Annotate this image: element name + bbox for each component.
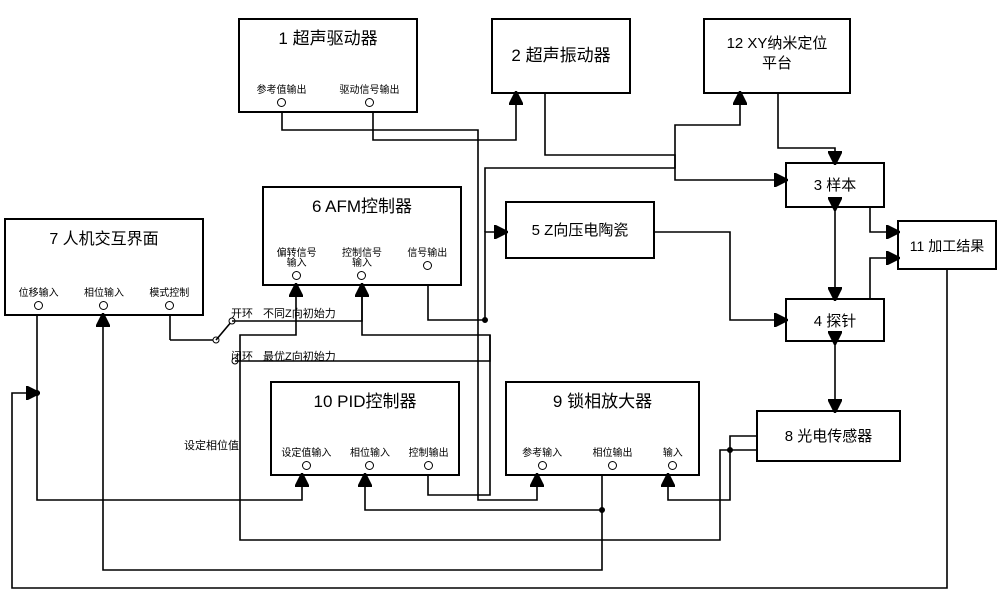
box-afm-controller: 6 AFM控制器 偏转信号 输入 控制信号 输入 信号输出: [262, 186, 462, 286]
title: 11 加工结果: [899, 237, 995, 255]
label-set-phase: 设定相位值: [184, 437, 239, 453]
title: 6 AFM控制器: [264, 196, 460, 218]
label-opt-z: 最优Z向初始力: [263, 348, 336, 364]
title: 3 样本: [787, 176, 883, 196]
title: 9 锁相放大器: [507, 391, 698, 413]
box-hmi: 7 人机交互界面 位移输入 相位输入 模式控制: [4, 218, 204, 316]
title: 12 XY纳米定位 平台: [705, 34, 849, 73]
title: 2 超声振动器: [493, 45, 629, 67]
title: 8 光电传感器: [758, 427, 899, 447]
box-xy-stage: 12 XY纳米定位 平台: [703, 18, 851, 94]
box-ultrasonic-driver: 1 超声驱动器 参考值输出 驱动信号输出: [238, 18, 418, 113]
title: 1 超声驱动器: [240, 28, 416, 50]
port: 相位输出: [592, 449, 632, 470]
port: 相位输入: [350, 449, 390, 470]
ports: 参考输入 相位输出 输入: [507, 449, 698, 470]
port: 相位输入: [84, 289, 124, 310]
box-probe: 4 探针: [785, 298, 885, 342]
box-sample: 3 样本: [785, 162, 885, 208]
box-result: 11 加工结果: [897, 220, 997, 270]
port: 设定值输入: [281, 449, 331, 470]
ports: 偏转信号 输入 控制信号 输入 信号输出: [264, 249, 460, 280]
box-lockin: 9 锁相放大器 参考输入 相位输出 输入: [505, 381, 700, 476]
box-ultrasonic-vibrator: 2 超声振动器: [491, 18, 631, 94]
label-diff-z: 不同Z向初始力: [263, 305, 336, 321]
port: 驱动信号输出: [340, 86, 400, 107]
title: 10 PID控制器: [272, 391, 458, 413]
label-open-loop: 开环: [231, 305, 253, 321]
title: 4 探针: [787, 312, 883, 332]
ports: 设定值输入 相位输入 控制输出: [272, 449, 458, 470]
label-closed-loop: 闭环: [231, 348, 253, 364]
ports: 位移输入 相位输入 模式控制: [6, 289, 202, 310]
port: 信号输出: [407, 249, 447, 280]
box-photo-sensor: 8 光电传感器: [756, 410, 901, 462]
port: 输入: [663, 449, 683, 470]
ports: 参考值输出 驱动信号输出: [240, 86, 416, 107]
port: 模式控制: [149, 289, 189, 310]
title: 7 人机交互界面: [6, 230, 202, 251]
port: 位移输入: [19, 289, 59, 310]
box-z-piezo: 5 Z向压电陶瓷: [505, 201, 655, 259]
title: 5 Z向压电陶瓷: [507, 221, 653, 241]
port: 参考输入: [522, 449, 562, 470]
port: 控制信号 输入: [342, 249, 382, 280]
port: 偏转信号 输入: [277, 249, 317, 280]
box-pid: 10 PID控制器 设定值输入 相位输入 控制输出: [270, 381, 460, 476]
port: 参考值输出: [257, 86, 307, 107]
port: 控制输出: [409, 449, 449, 470]
